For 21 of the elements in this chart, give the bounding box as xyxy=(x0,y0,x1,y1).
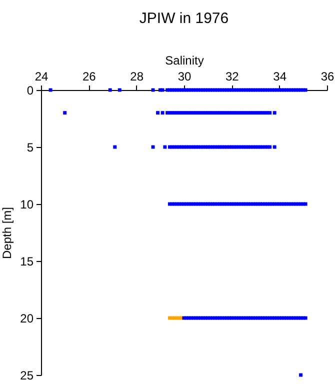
point xyxy=(272,111,276,115)
x-tick-label: 34 xyxy=(273,70,287,84)
point xyxy=(63,111,67,115)
x-tick-label: 32 xyxy=(225,70,240,84)
x-tick-label: 30 xyxy=(178,70,192,84)
x-tick-label: 24 xyxy=(34,70,48,84)
chart-title: JPIW in 1976 xyxy=(139,10,229,27)
y-tick-label: 0 xyxy=(26,84,34,98)
point xyxy=(160,111,164,115)
x-tick-label: 36 xyxy=(320,70,334,84)
x-axis-title: Salinity xyxy=(165,54,204,68)
y-tick-label: 10 xyxy=(20,198,34,212)
point xyxy=(268,111,272,115)
y-tick-label: 5 xyxy=(26,140,34,154)
y-tick-label: 15 xyxy=(20,254,34,268)
x-tick-label: 26 xyxy=(82,70,96,84)
y-tick-label: 25 xyxy=(20,368,34,382)
x-tick-label: 28 xyxy=(130,70,144,84)
y-axis-title: Depth [m] xyxy=(0,206,14,260)
point xyxy=(156,111,160,115)
y-tick-label: 20 xyxy=(20,312,34,326)
